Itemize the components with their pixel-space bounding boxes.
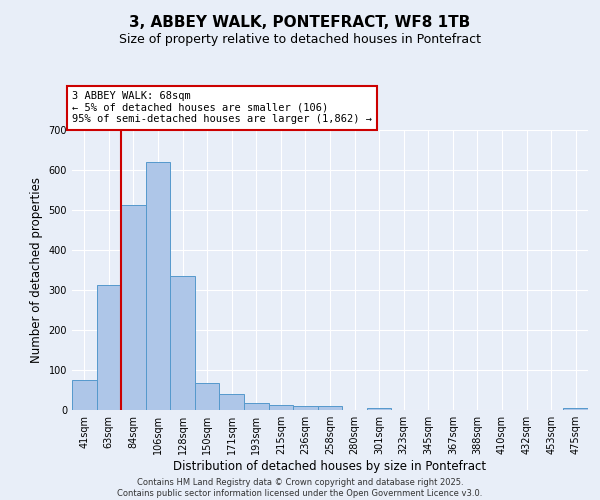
Text: Contains HM Land Registry data © Crown copyright and database right 2025.
Contai: Contains HM Land Registry data © Crown c…: [118, 478, 482, 498]
Text: Size of property relative to detached houses in Pontefract: Size of property relative to detached ho…: [119, 32, 481, 46]
X-axis label: Distribution of detached houses by size in Pontefract: Distribution of detached houses by size …: [173, 460, 487, 473]
Bar: [318, 406, 342, 410]
Bar: [121, 205, 146, 410]
Y-axis label: Number of detached properties: Number of detached properties: [30, 177, 43, 363]
Bar: [563, 408, 588, 410]
Bar: [244, 403, 269, 410]
Bar: [195, 383, 220, 410]
Bar: [97, 285, 121, 410]
Bar: [220, 394, 244, 410]
Bar: [146, 162, 170, 410]
Bar: [269, 405, 293, 410]
Text: 3, ABBEY WALK, PONTEFRACT, WF8 1TB: 3, ABBEY WALK, PONTEFRACT, WF8 1TB: [130, 15, 470, 30]
Bar: [367, 408, 391, 410]
Bar: [170, 276, 195, 410]
Bar: [72, 380, 97, 410]
Text: 3 ABBEY WALK: 68sqm
← 5% of detached houses are smaller (106)
95% of semi-detach: 3 ABBEY WALK: 68sqm ← 5% of detached hou…: [72, 91, 372, 124]
Bar: [293, 406, 318, 410]
